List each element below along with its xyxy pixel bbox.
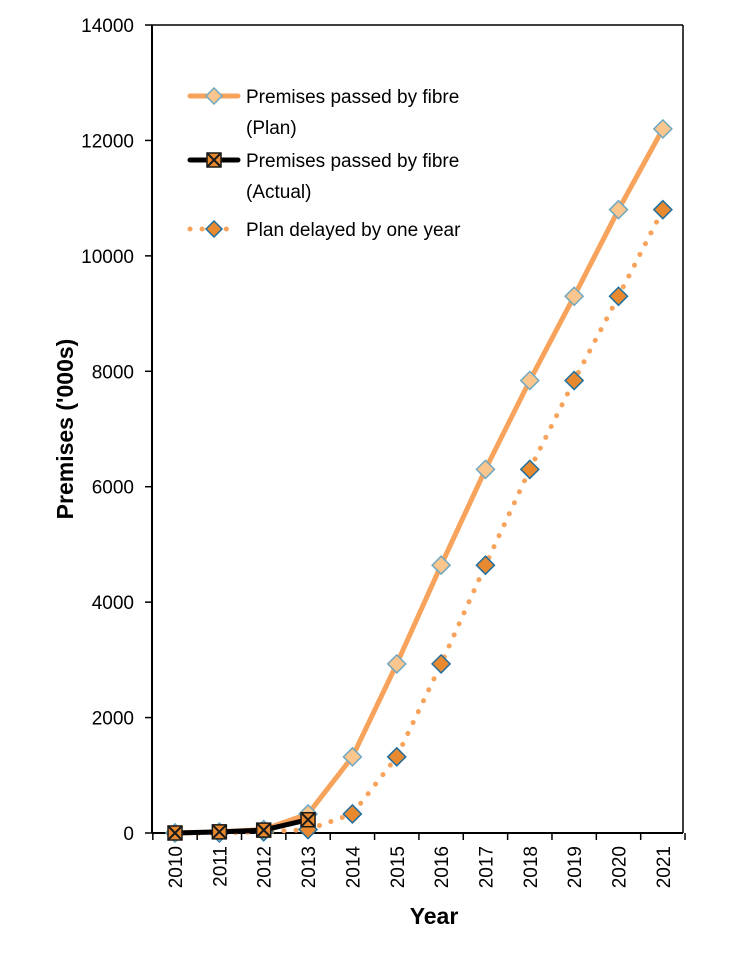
x-axis-ticks: 2010 2011 2012 2013 2014 2015 2016 2017 2018 2019… [152,833,686,889]
legend-label: Premises passed by fibre [246,87,459,108]
data-point [608,199,629,220]
y-tick-label: 12000 [81,131,134,152]
y-tick-label: 8000 [92,362,134,383]
y-tick-label: 14000 [81,16,134,37]
data-point [255,822,272,838]
data-point [342,746,363,767]
x-tick-label: 2018 [521,846,542,888]
x-tick-label: 2015 [388,846,409,888]
data-point [386,653,407,674]
data-point [608,286,629,307]
legend-marker [204,219,224,239]
marker-cross-b [211,824,228,840]
y-axis-ticks: 0 2000 4000 6000 8000 10000 12000 14000 [81,16,152,845]
data-point [342,803,363,825]
data-point [475,459,496,480]
y-tick-label: 10000 [81,247,134,268]
legend-marker [204,86,224,106]
data-point [519,370,540,391]
y-tick-label: 6000 [92,478,134,499]
series-line [172,207,666,836]
data-point [431,555,452,576]
data-point [519,459,540,480]
data-point [431,653,452,674]
legend: Premises passed by fibre(Plan)Premises p… [187,86,461,241]
legend-label: Plan delayed by one year [246,220,461,241]
legend-entry: Plan delayed by one year [187,219,461,241]
marker-cross-b [206,152,222,168]
y-tick-label: 2000 [92,709,134,730]
legend-entry: Premises passed by fibre (Plan) [187,86,459,139]
x-tick-label: 2021 [654,846,675,888]
data-point [652,118,673,139]
x-tick-label: 2014 [343,846,364,889]
x-tick-label: 2016 [432,846,453,888]
legend-marker [206,152,222,168]
series-delayed [164,199,673,844]
series-actual [167,811,316,841]
x-tick-label: 2010 [166,846,187,888]
data-point [652,199,673,220]
legend-label: (Plan) [246,118,297,139]
data-point [386,746,407,767]
x-tick-label: 2013 [299,846,320,888]
legend-label: Premises passed by fibre [246,151,459,172]
marker-cross-b [300,812,316,828]
data-point [475,555,496,576]
y-axis-title: Premises ('000s) [52,339,78,520]
series-line [172,817,311,836]
x-tick-label: 2020 [610,846,631,888]
legend-entry: Premises passed by fibre (Actual) [187,151,459,203]
x-axis-title: Year [410,903,459,929]
legend-label: (Actual) [246,182,311,203]
series-layer [164,118,673,844]
y-tick-label: 4000 [92,593,134,614]
marker-cross-b [167,825,183,841]
x-tick-label: 2017 [476,846,497,888]
data-point [564,286,585,307]
data-point [211,824,228,840]
x-tick-label: 2012 [255,846,276,888]
x-tick-label: 2011 [210,846,231,887]
data-point [167,825,183,841]
y-tick-label: 0 [123,824,134,845]
x-tick-label: 2019 [565,846,586,888]
data-point [564,370,585,391]
marker-cross-b [255,822,272,838]
data-point [300,811,316,828]
